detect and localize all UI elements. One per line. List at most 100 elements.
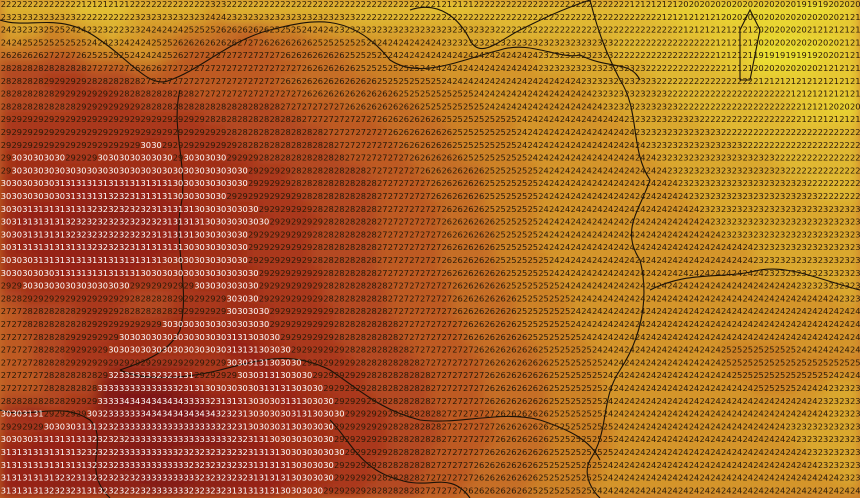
temperature-label: 28 <box>291 165 302 175</box>
temperature-label: 27 <box>237 89 248 99</box>
temperature-label: 27 <box>162 63 173 73</box>
temperature-label: 24 <box>732 255 743 265</box>
temperature-label: 20 <box>732 0 743 9</box>
temperature-label: 22 <box>764 127 775 137</box>
temperature-label: 23 <box>775 165 786 175</box>
cell <box>117 9 131 25</box>
temperature-label: 23 <box>635 76 646 86</box>
temperature-label: 30 <box>130 153 141 163</box>
temperature-label: 26 <box>463 255 474 265</box>
temperature-label: 27 <box>291 101 302 111</box>
temperature-label: 31 <box>130 178 141 188</box>
temperature-label: 31 <box>140 242 151 252</box>
temperature-label: 31 <box>54 178 65 188</box>
temperature-label: 24 <box>560 242 571 252</box>
temperature-label: 29 <box>87 127 98 137</box>
temperature-label: 32 <box>119 204 130 214</box>
temperature-label: 24 <box>656 229 667 239</box>
temperature-label: 29 <box>119 293 130 303</box>
temperature-label: 24 <box>560 140 571 150</box>
cell <box>64 9 77 25</box>
temperature-label: 28 <box>302 140 313 150</box>
temperature-label: 22 <box>753 127 764 137</box>
temperature-label: 25 <box>183 25 194 35</box>
temperature-label: 27 <box>108 63 119 73</box>
temperature-label: 27 <box>431 217 442 227</box>
temperature-label: 24 <box>732 242 743 252</box>
temperature-label: 28 <box>269 114 280 124</box>
temperature-label: 27 <box>248 89 259 99</box>
temperature-label: 32 <box>140 204 151 214</box>
temperature-label: 26 <box>431 140 442 150</box>
temperature-label: 28 <box>248 140 259 150</box>
temperature-label: 28 <box>119 89 130 99</box>
temperature-label: 23 <box>699 140 710 150</box>
temperature-label: 24 <box>570 76 581 86</box>
temperature-label: 25 <box>87 50 98 60</box>
temperature-label: 23 <box>581 76 592 86</box>
temperature-label: 27 <box>355 114 366 124</box>
temperature-label: 29 <box>280 178 291 188</box>
temperature-label: 23 <box>33 25 44 35</box>
temperature-label: 26 <box>216 37 227 47</box>
temperature-label: 27 <box>291 63 302 73</box>
temperature-label: 28 <box>130 89 141 99</box>
temperature-label: 31 <box>97 191 108 201</box>
temperature-label: 29 <box>183 281 194 291</box>
temperature-label: 30 <box>248 293 259 303</box>
temperature-label: 24 <box>570 217 581 227</box>
temperature-label: 27 <box>226 89 237 99</box>
temperature-label: 22 <box>119 12 130 22</box>
cell <box>408 9 421 25</box>
temperature-label: 23 <box>732 229 743 239</box>
cell <box>676 9 690 25</box>
temperature-label: 22 <box>420 12 431 22</box>
temperature-label: 25 <box>484 153 495 163</box>
cell <box>429 0 443 12</box>
temperature-label: 26 <box>441 178 452 188</box>
cell <box>160 0 174 12</box>
cell <box>107 22 120 38</box>
cell <box>182 0 196 12</box>
temperature-label: 22 <box>839 127 850 137</box>
temperature-label: 29 <box>130 127 141 137</box>
temperature-label: 23 <box>785 255 796 265</box>
temperature-label: 25 <box>538 281 549 291</box>
temperature-label: 28 <box>355 165 366 175</box>
temperature-label: 22 <box>710 63 721 73</box>
temperature-label: 21 <box>656 0 667 9</box>
temperature-label: 27 <box>259 50 270 60</box>
temperature-label: 24 <box>398 50 409 60</box>
temperature-label: 24 <box>603 127 614 137</box>
temperature-label: 29 <box>194 114 205 124</box>
temperature-label: 26 <box>409 101 420 111</box>
temperature-label: 24 <box>173 25 184 35</box>
temperature-label: 25 <box>517 191 528 201</box>
temperature-label: 28 <box>269 153 280 163</box>
cell <box>730 9 744 25</box>
temperature-label: 27 <box>431 281 442 291</box>
cell <box>461 22 475 38</box>
temperature-label: 26 <box>484 242 495 252</box>
temperature-label: 23 <box>183 12 194 22</box>
temperature-label: 20 <box>818 37 829 47</box>
temperature-label: 25 <box>506 140 517 150</box>
temperature-label: 22 <box>656 63 667 73</box>
temperature-label: 30 <box>22 268 33 278</box>
temperature-label: 24 <box>302 25 313 35</box>
temperature-label: 21 <box>839 63 850 73</box>
temperature-label: 21 <box>667 12 678 22</box>
temperature-label: 28 <box>269 140 280 150</box>
temperature-label: 31 <box>183 229 194 239</box>
temperature-label: 26 <box>291 37 302 47</box>
temperature-label: 22 <box>732 127 743 137</box>
temperature-label: 29 <box>1 140 12 150</box>
temperature-label: 24 <box>678 242 689 252</box>
temperature-label: 28 <box>22 63 33 73</box>
temperature-label: 29 <box>183 114 194 124</box>
cell <box>96 0 110 12</box>
temperature-label: 24 <box>538 165 549 175</box>
temperature-label: 24 <box>624 268 635 278</box>
temperature-label: 24 <box>613 204 624 214</box>
temperature-label: 24 <box>721 255 732 265</box>
